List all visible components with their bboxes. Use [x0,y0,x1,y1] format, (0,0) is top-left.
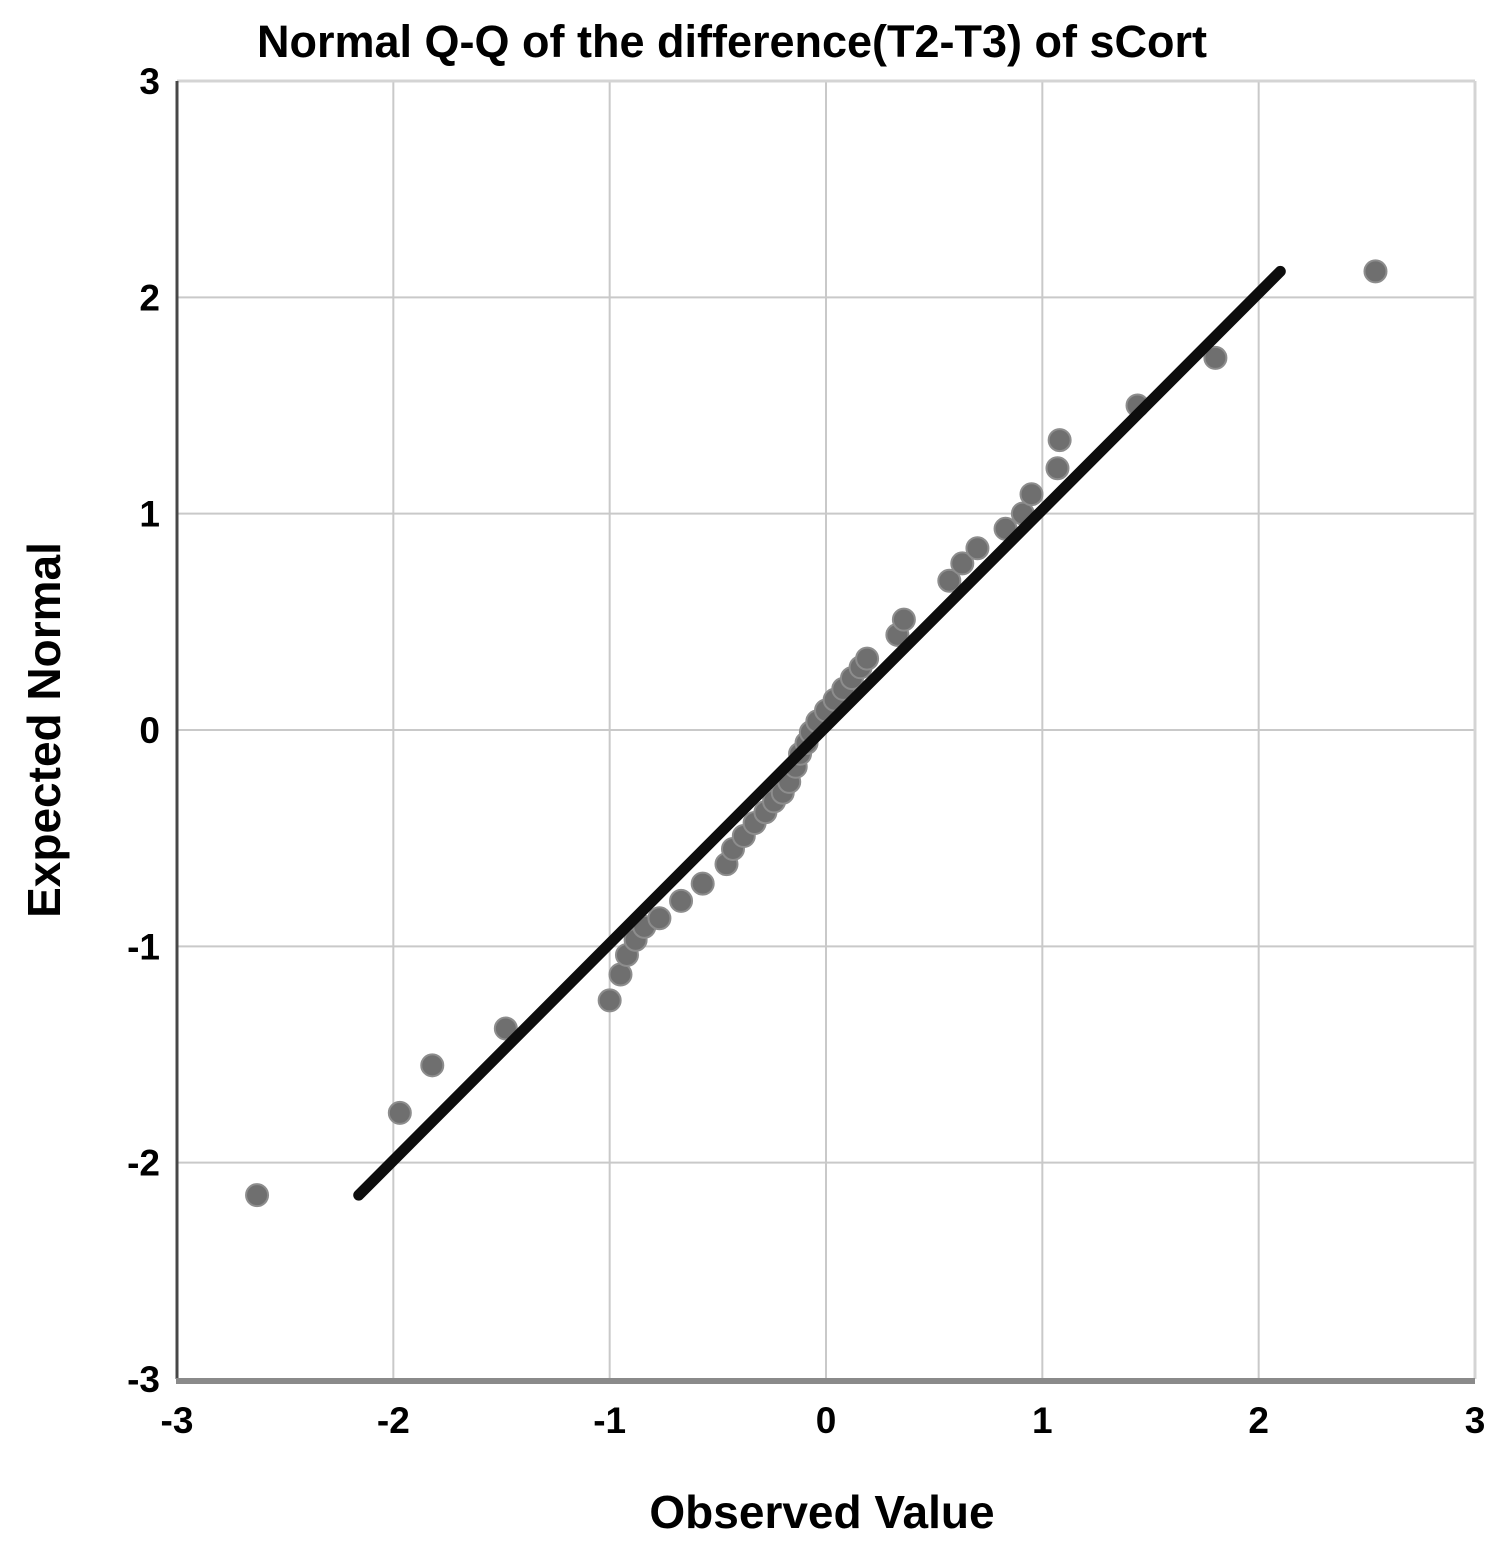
data-point [1363,259,1388,284]
normal-reference-line [353,265,1286,1201]
x-tick-label: 0 [816,1400,837,1441]
y-tick-label: 1 [139,494,160,535]
data-point [387,1100,412,1125]
data-point [493,1016,518,1041]
y-tick-label: 0 [139,710,160,751]
y-tick-label: -3 [127,1359,160,1400]
y-tick-label: -1 [127,926,160,967]
data-point [1045,456,1070,481]
data-point [891,607,916,632]
x-tick-label: 3 [1465,1400,1486,1441]
y-tick-label: -2 [127,1143,160,1184]
data-point [1047,428,1072,453]
data-point [950,551,975,576]
x-axis-title: Observed Value [649,1486,995,1538]
data-point [965,536,990,561]
y-tick-label: 3 [139,61,160,102]
x-tick-label: -3 [161,1400,194,1441]
chart-title: Normal Q-Q of the difference(T2-T3) of s… [256,16,1208,67]
y-axis-title: Expected Normal [18,542,70,918]
data-point [690,871,715,896]
data-point [245,1183,270,1208]
x-tick-label: 2 [1248,1400,1269,1441]
y-tick-label: 2 [139,277,160,318]
data-point [855,646,880,671]
data-point [937,568,962,593]
data-point [420,1053,445,1078]
x-tick-label: 1 [1032,1400,1053,1441]
data-point [1203,345,1228,370]
x-tick-label: -1 [593,1400,626,1441]
data-point [597,988,622,1013]
data-point [647,906,672,931]
x-tick-label: -2 [377,1400,410,1441]
data-point [1019,482,1044,507]
data-point [669,888,694,913]
